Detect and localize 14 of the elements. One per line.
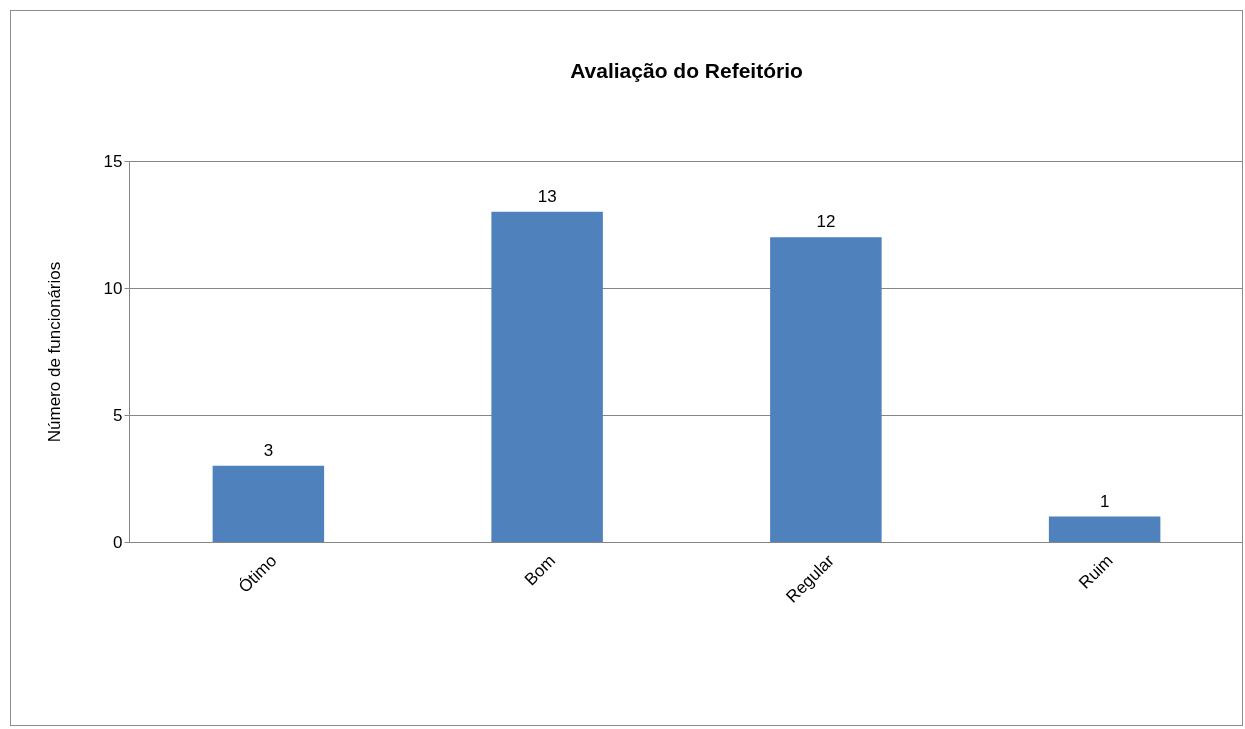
bar xyxy=(491,211,603,542)
y-tick-label: 5 xyxy=(113,405,123,425)
chart-title: Avaliação do Refeitório xyxy=(570,59,803,82)
data-label: 1 xyxy=(1099,491,1110,511)
data-label: 13 xyxy=(537,186,557,206)
bar xyxy=(212,465,325,542)
bar xyxy=(1048,516,1161,542)
bar xyxy=(770,237,882,542)
y-tick-label: 0 xyxy=(113,532,123,552)
y-tick-label: 10 xyxy=(103,278,123,298)
y-tick-label: 15 xyxy=(103,151,123,171)
data-label: 12 xyxy=(816,212,836,232)
data-label: 3 xyxy=(263,440,274,460)
y-axis-title: Número de funcionários xyxy=(44,261,64,443)
